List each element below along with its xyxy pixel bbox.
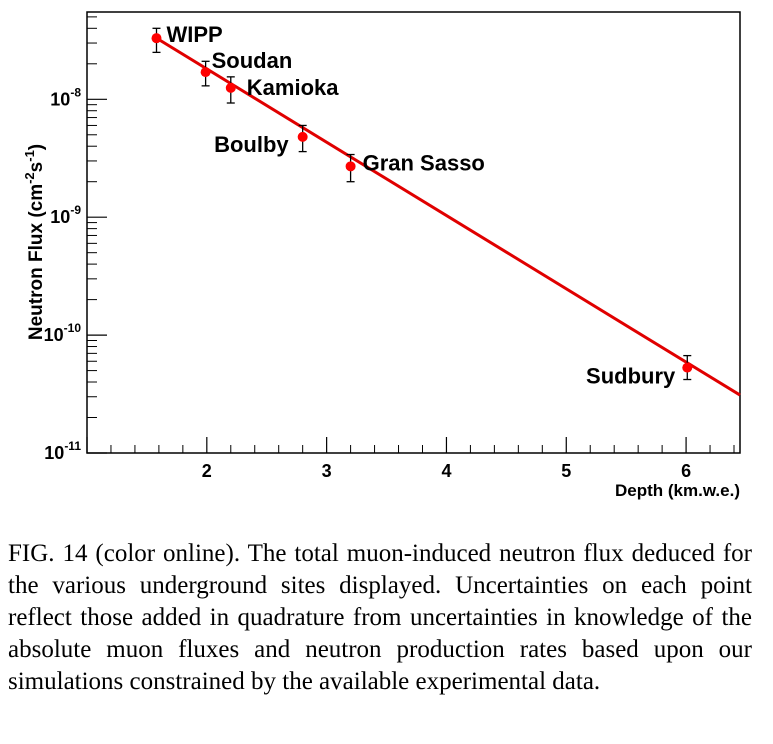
site-label: Boulby bbox=[214, 132, 289, 157]
x-tick-label: 6 bbox=[681, 461, 691, 481]
data-point bbox=[682, 362, 693, 373]
x-tick-label: 3 bbox=[322, 461, 332, 481]
data-point bbox=[345, 161, 356, 172]
y-tick-label: 10-8 bbox=[50, 85, 81, 109]
data-point bbox=[151, 33, 162, 44]
data-point bbox=[225, 82, 236, 93]
y-axis-label-mid: s bbox=[26, 162, 47, 173]
site-label: Sudbury bbox=[586, 364, 676, 389]
x-tick-label: 5 bbox=[561, 461, 571, 481]
site-label: Soudan bbox=[212, 48, 293, 73]
x-tick-label: 2 bbox=[202, 461, 212, 481]
fit-line bbox=[155, 36, 741, 397]
plot-frame bbox=[86, 11, 741, 454]
data-point bbox=[200, 67, 211, 78]
neutron-flux-chart: 2 3 4 5 6 10-8 10-9 10-10 10-11 WIPPSoudanKamiok… bbox=[22, 11, 741, 500]
site-label: WIPP bbox=[166, 22, 222, 47]
figure-caption: FIG. 14 (color online). The total muon-i… bbox=[8, 540, 752, 695]
site-label: Gran Sasso bbox=[363, 150, 485, 175]
fit-line-group bbox=[155, 36, 741, 397]
y-axis-label-main: Neutron Flux (cm bbox=[26, 184, 47, 340]
data-point bbox=[297, 131, 308, 142]
x-tick-label: 4 bbox=[441, 461, 451, 481]
y-axis-label-sup1: -2 bbox=[22, 172, 37, 184]
x-axis-label: Depth (km.w.e.) bbox=[615, 481, 740, 500]
y-axis-label-sup2: -1 bbox=[22, 150, 37, 162]
site-label: Kamioka bbox=[247, 75, 339, 100]
axis-ticks: 2 3 4 5 6 10-8 10-9 10-10 10-11 bbox=[44, 16, 735, 481]
y-tick-label: 10-9 bbox=[50, 203, 81, 227]
y-tick-label: 10-11 bbox=[44, 439, 81, 463]
y-tick-label: 10-10 bbox=[44, 321, 82, 345]
y-axis-label-end: ) bbox=[26, 144, 47, 150]
y-axis-label: Neutron Flux (cm-2s-1) bbox=[22, 144, 47, 340]
